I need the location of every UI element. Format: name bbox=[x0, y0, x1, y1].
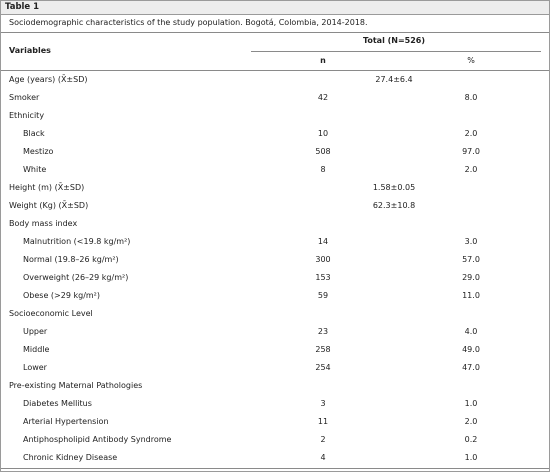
n-value: 153 bbox=[315, 273, 331, 282]
n-value: 10 bbox=[317, 129, 329, 138]
n-value: 59 bbox=[317, 291, 329, 300]
n-value: 8 bbox=[320, 165, 326, 174]
mean-sd-value: 27.4±6.4 bbox=[375, 75, 413, 84]
header-pct: % bbox=[467, 56, 475, 65]
row-label: Body mass index bbox=[9, 219, 78, 228]
n-value: 3 bbox=[320, 399, 326, 408]
n-value: 508 bbox=[315, 147, 331, 156]
rule bbox=[1, 32, 549, 33]
row-label: Socioeconomic Level bbox=[9, 309, 93, 318]
pct-value: 2.0 bbox=[464, 417, 478, 426]
sub-row-label: Upper bbox=[23, 327, 48, 336]
sub-row-label: Arterial Hypertension bbox=[23, 417, 109, 426]
sub-row-label: Obese (>29 kg/m²) bbox=[23, 291, 101, 300]
header-n: n bbox=[320, 56, 326, 65]
sub-row-label: Black bbox=[23, 129, 45, 138]
header-variables: Variables bbox=[9, 46, 51, 55]
pct-value: 8.0 bbox=[464, 93, 478, 102]
n-value: 42 bbox=[317, 93, 329, 102]
row-label: Ethnicity bbox=[9, 111, 45, 120]
row-label: Height (m) (X̄±SD) bbox=[9, 183, 85, 192]
row-label: Smoker bbox=[9, 93, 40, 102]
title-band bbox=[1, 1, 549, 15]
n-value: 300 bbox=[315, 255, 331, 264]
mean-sd-value: 1.58±0.05 bbox=[372, 183, 416, 192]
rule bbox=[1, 468, 549, 469]
sub-row-label: Normal (19.8–26 kg/m²) bbox=[23, 255, 119, 264]
pct-value: 1.0 bbox=[464, 399, 478, 408]
rule bbox=[1, 70, 549, 71]
pct-value: 49.0 bbox=[462, 345, 480, 354]
pct-value: 2.0 bbox=[464, 165, 478, 174]
mean-sd-value: 62.3±10.8 bbox=[372, 201, 416, 210]
n-value: 258 bbox=[315, 345, 331, 354]
pct-value: 0.2 bbox=[464, 435, 478, 444]
n-value: 254 bbox=[315, 363, 331, 372]
n-value: 11 bbox=[317, 417, 329, 426]
table-title: Table 1 bbox=[5, 2, 40, 12]
n-value: 23 bbox=[317, 327, 329, 336]
header-total: Total (N=526) bbox=[362, 36, 426, 45]
n-value: 4 bbox=[320, 453, 326, 462]
sub-row-label: White bbox=[23, 165, 47, 174]
pct-value: 1.0 bbox=[464, 453, 478, 462]
sub-row-label: Middle bbox=[23, 345, 50, 354]
sub-row-label: Lower bbox=[23, 363, 47, 372]
pct-value: 57.0 bbox=[462, 255, 480, 264]
row-label: Weight (Kg) (X̄±SD) bbox=[9, 201, 89, 210]
pct-value: 29.0 bbox=[462, 273, 480, 282]
pct-value: 4.0 bbox=[464, 327, 478, 336]
row-label: Age (years) (X̄±SD) bbox=[9, 75, 88, 84]
pct-value: 2.0 bbox=[464, 129, 478, 138]
n-value: 14 bbox=[317, 237, 329, 246]
sub-row-label: Malnutrition (<19.8 kg/m²) bbox=[23, 237, 131, 246]
table-caption: Sociodemographic characteristics of the … bbox=[9, 18, 368, 27]
sub-row-label: Mestizo bbox=[23, 147, 54, 156]
pct-value: 47.0 bbox=[462, 363, 480, 372]
sub-row-label: Chronic Kidney Disease bbox=[23, 453, 118, 462]
row-label: Pre-existing Maternal Pathologies bbox=[9, 381, 143, 390]
sub-row-label: Overweight (26–29 kg/m²) bbox=[23, 273, 129, 282]
sub-row-label: Antiphospholipid Antibody Syndrome bbox=[23, 435, 172, 444]
rule bbox=[251, 51, 541, 52]
pct-value: 97.0 bbox=[462, 147, 480, 156]
pct-value: 11.0 bbox=[462, 291, 480, 300]
n-value: 2 bbox=[320, 435, 326, 444]
sub-row-label: Diabetes Mellitus bbox=[23, 399, 92, 408]
pct-value: 3.0 bbox=[464, 237, 478, 246]
